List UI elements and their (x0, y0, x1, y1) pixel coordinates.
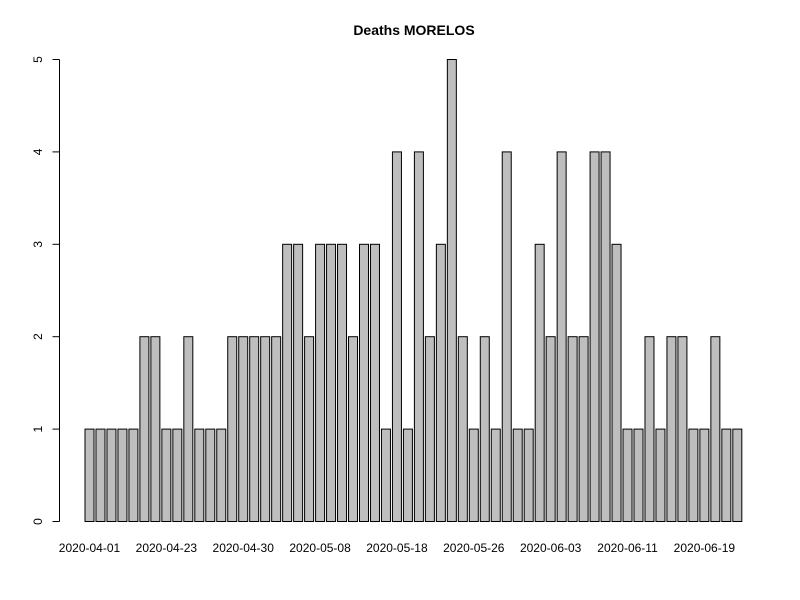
bar (457, 336, 468, 523)
bar (622, 428, 633, 523)
bar (479, 336, 490, 523)
bar (666, 336, 677, 523)
y-tick-label: 3 (31, 241, 45, 248)
y-tick-label: 2 (31, 333, 45, 340)
bar (369, 243, 380, 523)
bar (391, 151, 402, 522)
bar (326, 243, 337, 523)
bar (655, 428, 666, 523)
bar (545, 336, 556, 523)
y-tick-label: 5 (31, 56, 45, 63)
bar (556, 151, 567, 522)
bar (732, 428, 743, 523)
bar (534, 243, 545, 523)
x-tick-label: 2020-06-03 (520, 541, 582, 555)
y-tick-label: 1 (31, 425, 45, 432)
bar (95, 428, 106, 523)
bar (260, 336, 271, 523)
bar (271, 336, 282, 523)
bar (611, 243, 622, 523)
bar (578, 336, 589, 523)
bar (699, 428, 710, 523)
bar (512, 428, 523, 523)
bar (501, 151, 512, 522)
bar (644, 336, 655, 523)
bar (205, 428, 216, 523)
x-tick-label: 2020-06-19 (674, 541, 736, 555)
bar (293, 243, 304, 523)
y-axis: 0 1 2 3 4 5 (31, 56, 60, 525)
bar (337, 243, 348, 523)
bar (677, 336, 688, 523)
bar (359, 243, 369, 523)
y-tick-label: 4 (31, 148, 45, 155)
bar (413, 151, 424, 522)
bar (424, 336, 435, 523)
bar (589, 151, 600, 522)
bar (150, 336, 161, 523)
bar (315, 243, 326, 523)
bar (183, 336, 194, 523)
bar (490, 428, 501, 523)
bar (446, 59, 457, 522)
bar (172, 428, 183, 523)
bar (633, 428, 644, 523)
bar (227, 336, 238, 523)
bar (216, 428, 227, 523)
bar (117, 428, 128, 523)
bar (194, 428, 205, 523)
y-tick-label: 0 (31, 518, 45, 525)
bar (106, 428, 117, 523)
x-axis-labels: 2020-04-01 2020-04-23 2020-04-30 2020-05-08… (59, 541, 736, 555)
bar (380, 428, 391, 523)
bar (249, 336, 260, 523)
x-tick-label: 2020-04-30 (213, 541, 275, 555)
bar (139, 336, 150, 523)
bar (402, 428, 413, 523)
bar (282, 243, 293, 523)
chart-title: Deaths MORELOS (353, 22, 474, 38)
bar (721, 428, 732, 523)
x-tick-label: 2020-05-18 (366, 541, 428, 555)
x-tick-label: 2020-04-23 (136, 541, 198, 555)
x-tick-label: 2020-04-01 (59, 541, 121, 555)
bar (523, 428, 534, 523)
bar (238, 336, 249, 523)
bar (688, 428, 699, 523)
bar (161, 428, 172, 523)
bar (710, 336, 721, 523)
x-tick-label: 2020-05-26 (443, 541, 505, 555)
bar (600, 151, 611, 522)
bar (128, 428, 139, 523)
bar (348, 336, 359, 523)
bar (567, 336, 578, 523)
bar (304, 336, 315, 523)
bar (84, 428, 95, 523)
bars (84, 59, 743, 523)
x-tick-label: 2020-05-08 (289, 541, 351, 555)
x-tick-label: 2020-06-11 (597, 541, 658, 555)
bar (435, 243, 446, 523)
bar (468, 428, 479, 523)
